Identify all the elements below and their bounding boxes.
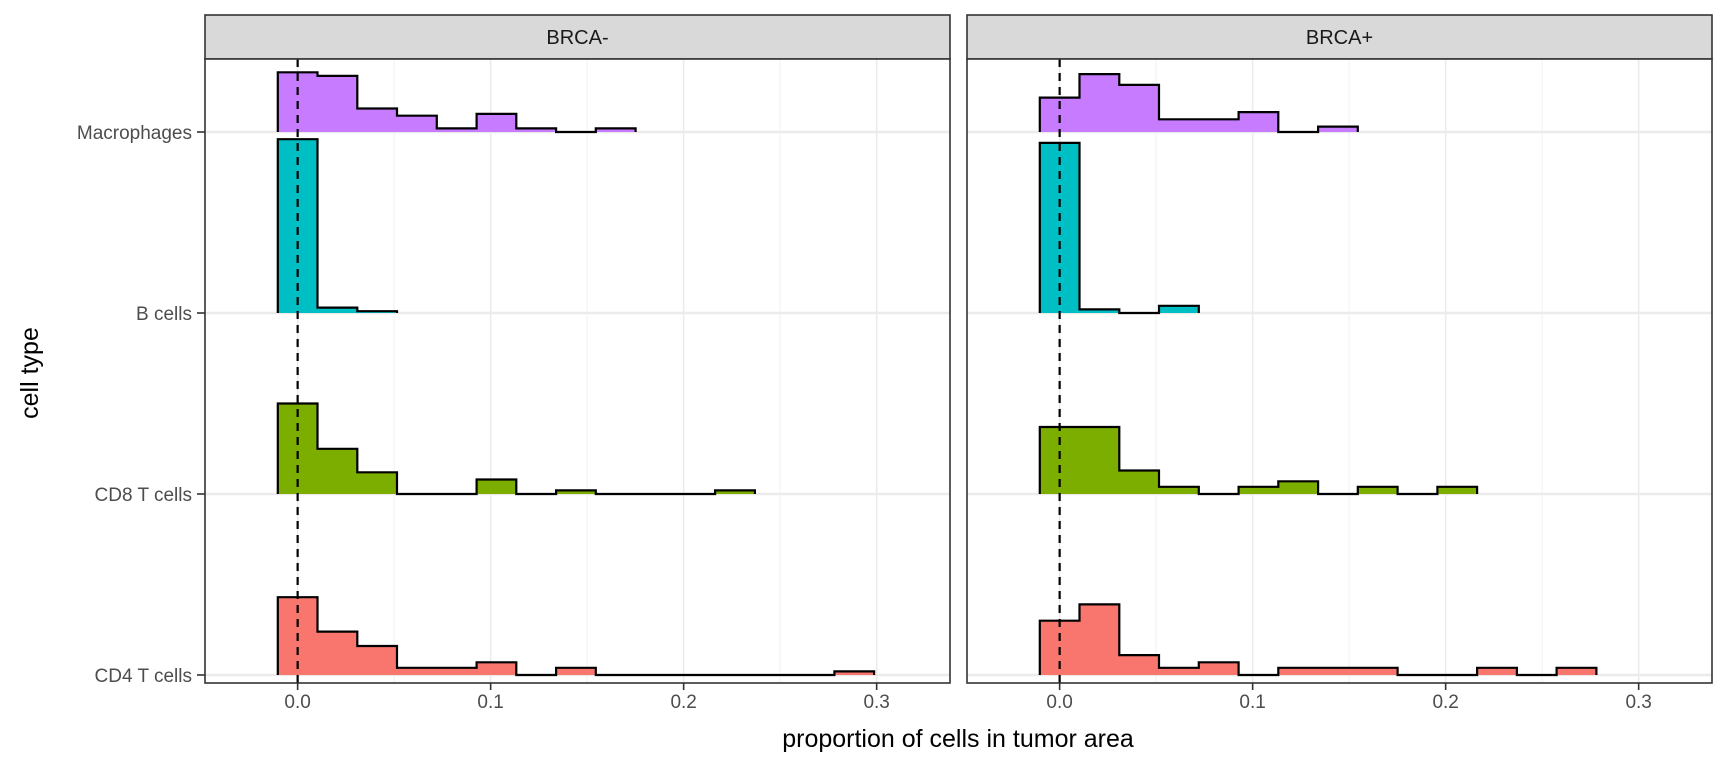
histogram-outline: [1038, 603, 1598, 677]
y-axis: CD4 T cells CD8 T cells B cells Macrophages: [77, 123, 205, 687]
panel-background: [967, 59, 1712, 683]
histogram-outline: [1038, 73, 1359, 134]
x-tick-label: 0.1: [1239, 692, 1265, 713]
facet-strip-label: BRCA-: [546, 27, 608, 49]
y-axis-title: cell type: [16, 327, 44, 419]
x-tick-label: 0.0: [284, 692, 310, 713]
y-tick-label: Macrophages: [77, 123, 192, 144]
facet-panel: BRCA- 0.0 0.1 0.2 0.3: [204, 14, 951, 713]
histogram-outline: [276, 71, 637, 134]
y-tick-label: CD4 T cells: [95, 666, 193, 687]
facet-strip: [966, 14, 1713, 60]
histogram-fill: [1039, 427, 1478, 494]
histogram-outline: [1038, 141, 1200, 315]
x-tick-label: 0.3: [863, 692, 889, 713]
facet-strip: [204, 14, 951, 60]
x-tick-label: 0.0: [1046, 692, 1072, 713]
facet-strip-label: BRCA+: [1306, 27, 1373, 49]
facet-panel: BRCA+ 0.0 0.1 0.2 0.3: [966, 14, 1713, 713]
y-tick-label: B cells: [136, 304, 192, 325]
histogram-outline: [276, 596, 876, 677]
histogram-outline: [276, 402, 756, 496]
histogram-outline: [1038, 425, 1479, 496]
panel-border: [204, 58, 951, 684]
histogram-fill: [277, 597, 875, 675]
x-tick-label: 0.2: [1432, 692, 1458, 713]
histogram-fill: [277, 403, 755, 494]
histogram-fill: [1039, 604, 1597, 675]
histogram-fill: [277, 72, 636, 132]
x-tick-label: 0.2: [670, 692, 696, 713]
x-tick-label: 0.1: [477, 692, 503, 713]
facet-panels: BRCA- 0.0 0.1 0.2 0.3 BRCA+ 0.0 0.1 0.2 0.3: [204, 14, 1713, 713]
histogram-fill: [277, 139, 397, 313]
x-tick-label: 0.3: [1625, 692, 1651, 713]
x-axis-title: proportion of cells in tumor area: [782, 725, 1134, 753]
panel-background: [205, 59, 950, 683]
y-tick-label: CD8 T cells: [95, 485, 193, 506]
panel-border: [966, 58, 1713, 684]
histogram-outline: [276, 138, 399, 313]
histogram-fill: [1039, 142, 1199, 313]
